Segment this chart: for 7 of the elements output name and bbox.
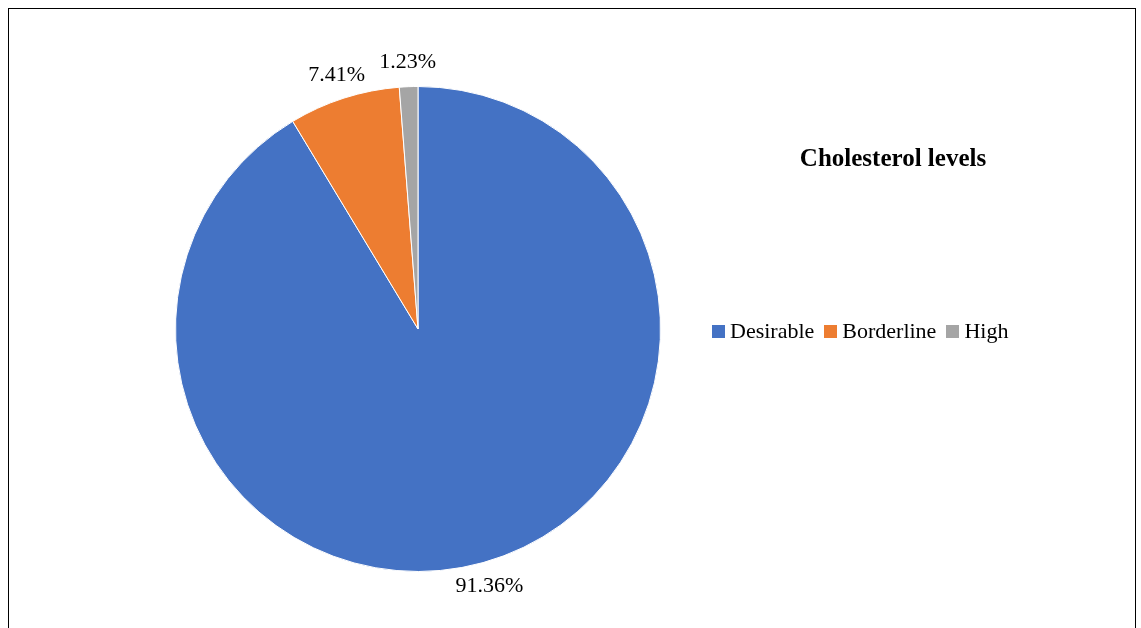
text: Cholesterol levels: [798, 144, 988, 172]
data-label: 91.36%: [455, 571, 524, 597]
legend-label: Desirable: [730, 318, 815, 344]
legend-label: Borderline: [842, 318, 937, 344]
legend-label: High: [964, 318, 1009, 344]
data-label: 1.23%: [379, 48, 437, 74]
data-label: 7.41%: [308, 60, 366, 86]
